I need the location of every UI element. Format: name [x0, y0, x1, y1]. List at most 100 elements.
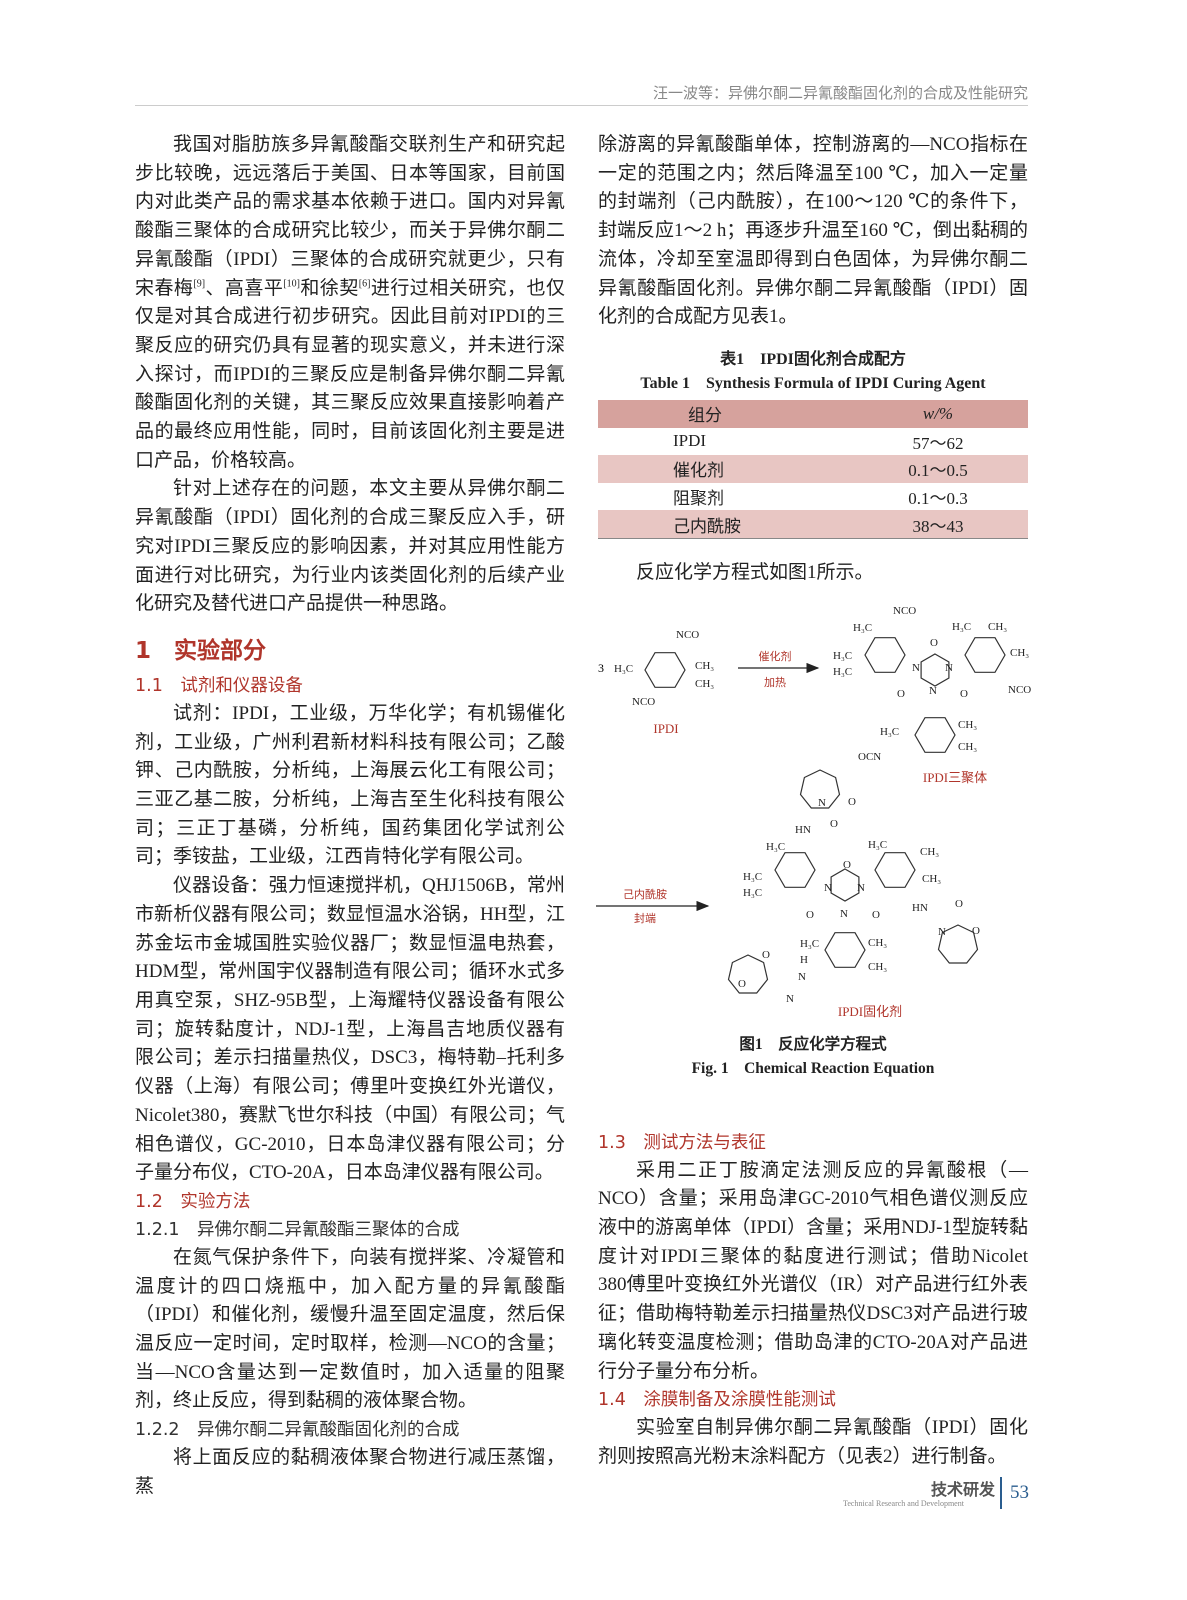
atom-label: N	[912, 662, 920, 674]
table-caption-cn: 表1 IPDI固化剂合成配方	[720, 350, 906, 368]
footer-section-en: Technical Research and Development	[843, 1499, 964, 1508]
atom-label: O	[872, 909, 880, 921]
atom-label: O	[960, 688, 968, 700]
paragraph-reagents: 试剂：IPDI，工业级，万华化学；有机锡催化剂，工业级，广州利君新材料科技有限公…	[135, 702, 565, 868]
atom-label: H₃C	[766, 841, 785, 853]
atom-label: N	[798, 971, 806, 983]
right-column: 除游离的异氰酸酯单体，控制游离的—NCO指标在一定的范围之内；然后降温至100 …	[596, 131, 1031, 1472]
cyclohexane-ring	[774, 851, 816, 888]
atom-label: N	[786, 993, 794, 1005]
header-rule	[135, 105, 1028, 106]
atom-label: NCO	[893, 605, 916, 617]
citation: [10]	[283, 278, 300, 290]
cell: 0.1～0.3	[908, 489, 968, 508]
paragraph-curing-agent-synthesis: 将上面反应的黏稠液体聚合物进行减压蒸馏，蒸	[135, 1447, 565, 1497]
header-cell: w/%	[848, 399, 1028, 428]
caprolactam-ring	[799, 768, 841, 809]
page-number: 53	[1010, 1482, 1029, 1503]
atom-label: H₃C	[952, 621, 971, 633]
caprolactam-ring	[727, 953, 769, 994]
isocyanurate-ring	[830, 867, 860, 902]
heat-label: 加热	[764, 676, 786, 689]
cell: 57～62	[912, 433, 964, 453]
table-row: 己内酰胺 38～43	[598, 510, 1028, 539]
figure-caption-cn: 图1 反应化学方程式	[739, 1035, 887, 1053]
atom-label: CH₃	[868, 961, 887, 973]
atom-label: CH₃	[920, 846, 939, 858]
citation: [6]	[358, 278, 371, 290]
table-caption-en: Table 1 Synthesis Formula of IPDI Curing…	[640, 374, 986, 392]
section-heading-1-2-1: 1.2.1 异佛尔酮二异氰酸酯三聚体的合成	[135, 1219, 460, 1240]
footer-divider	[1000, 1477, 1002, 1509]
paragraph-figure-ref: 反应化学方程式如图1所示。	[636, 561, 874, 583]
atom-label: NCO	[676, 629, 699, 641]
atom-label: O	[930, 637, 938, 649]
atom-label: NCO	[632, 696, 655, 708]
footer-section-cn: 技术研发	[931, 1480, 996, 1499]
atom-label: CH₃	[868, 937, 887, 949]
blocking-label: 封端	[634, 911, 656, 925]
cyclohexane-ring	[824, 931, 866, 968]
atom-label: H₃C	[743, 871, 762, 883]
product-label: IPDI固化剂	[838, 1004, 902, 1019]
atom-label: O	[897, 688, 905, 700]
cyclohexane-ring	[914, 716, 956, 753]
atom-label: NCO	[1008, 684, 1031, 696]
atom-label: N	[938, 926, 946, 938]
section-heading-1-3: 1.3 测试方法与表征	[598, 1132, 766, 1153]
atom-label: H₃C	[833, 650, 852, 662]
atom-label: CH₃	[958, 719, 977, 731]
atom-label: N	[824, 882, 832, 894]
atom-label: H₃C	[743, 887, 762, 899]
cell: 己内酰胺	[598, 510, 848, 539]
atom-label: CH₃	[988, 621, 1007, 633]
atom-label: O	[843, 859, 851, 871]
cyclohexane-ring	[864, 636, 906, 673]
section-heading-1-2: 1.2 实验方法	[135, 1191, 251, 1212]
atom-label: N	[929, 685, 937, 697]
paragraph-coating-prep: 实验室自制异佛尔酮二异氰酸酯（IPDI）固化剂则按照高光粉末涂料配方（见表2）进…	[598, 1417, 1028, 1467]
atom-label: H₃C	[800, 938, 819, 950]
reaction-scheme-figure: 3 IPDI 催化剂 加热 IPDI三聚体 己内酰胺 封端 IPDI固化剂 NC…	[596, 605, 1031, 1019]
cyclohexane-ring	[644, 651, 686, 688]
paragraph-test-methods: 采用二正丁胺滴定法测反应的异氰酸根（—NCO）含量；采用岛津GC-2010气相色…	[598, 1159, 1028, 1382]
paragraph-trimer-synthesis: 在氮气保护条件下，向装有搅拌桨、冷凝管和温度计的四口烧瓶中，加入配方量的异氰酸酯…	[135, 1246, 565, 1412]
running-header: 汪一波等：异佛尔酮二异氰酸酯固化剂的合成及性能研究	[652, 84, 1028, 102]
atom-label: N	[818, 797, 826, 809]
cell: IPDI	[673, 431, 707, 451]
text: 我国对脂肪族多异氰酸酯交联剂生产和研究起步比较晚，远远落后于美国、日本等国家，目…	[135, 134, 565, 299]
atom-label: CH₃	[958, 741, 977, 753]
catalyst-label: 催化剂	[759, 649, 792, 663]
atom-label: H₃C	[614, 663, 633, 675]
atom-label: CH₃	[1010, 647, 1029, 659]
atom-label: H₃C	[833, 666, 852, 678]
cell: 催化剂	[598, 455, 848, 483]
left-column: 我国对脂肪族多异氰酸酯交联剂生产和研究起步比较晚，远远落后于美国、日本等国家，目…	[135, 131, 565, 1502]
text: 和徐契	[299, 277, 359, 299]
atom-label: O	[738, 978, 746, 990]
section-heading-1: 1 实验部分	[135, 637, 267, 664]
atom-label: CH₃	[695, 660, 714, 672]
paragraph-equipment: 仪器设备：强力恒速搅拌机，QHJ1506B，常州市新析仪器有限公司；数显恒温水浴…	[135, 875, 565, 1184]
atom-label: H₃C	[868, 839, 887, 851]
atom-label: HN	[795, 824, 811, 836]
atom-label: N	[945, 662, 953, 674]
paragraph-curing-agent-continued: 除游离的异氰酸酯单体，控制游离的—NCO指标在一定的范围之内；然后降温至100 …	[598, 134, 1028, 328]
atom-label: O	[762, 949, 770, 961]
atom-label: CH₃	[695, 678, 714, 690]
atom-label: OCN	[858, 751, 881, 763]
atom-label: O	[972, 925, 980, 937]
table-row: 阻聚剂 0.1～0.3	[598, 483, 1028, 511]
atom-label: O	[806, 909, 814, 921]
atom-label: O	[848, 796, 856, 808]
cyclohexane-ring	[874, 851, 916, 888]
atom-label: O	[830, 818, 838, 830]
paragraph-aim: 针对上述存在的问题，本文主要从异佛尔酮二异氰酸酯（IPDI）固化剂的合成三聚反应…	[135, 478, 565, 615]
paragraph-intro: 我国对脂肪族多异氰酸酯交联剂生产和研究起步比较晚，远远落后于美国、日本等国家，目…	[135, 131, 565, 475]
header-cell: 组分	[598, 399, 848, 428]
caprolactam-label: 己内酰胺	[623, 887, 667, 901]
section-heading-1-1: 1.1 试剂和仪器设备	[135, 675, 303, 696]
atom-label: H	[800, 954, 808, 966]
citation: [9]	[193, 278, 206, 290]
isocyanurate-ring	[920, 652, 950, 687]
